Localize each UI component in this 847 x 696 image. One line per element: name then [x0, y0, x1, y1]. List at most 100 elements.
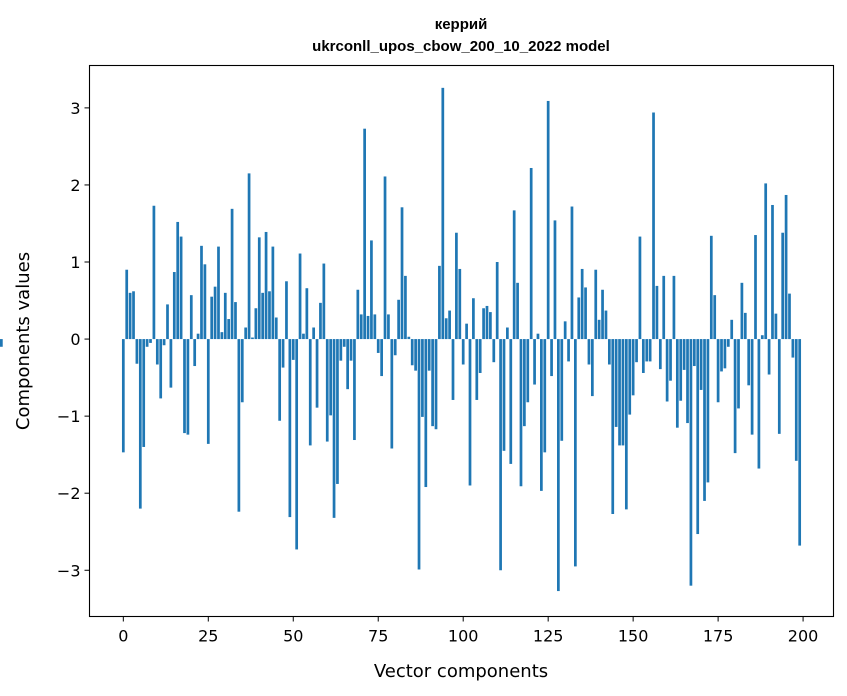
bar-56	[312, 327, 316, 340]
bar-57	[315, 339, 319, 408]
bar-34	[237, 339, 241, 512]
bar-44	[271, 246, 275, 340]
bar-54	[305, 288, 309, 340]
bar-30	[223, 292, 227, 340]
bar-28	[217, 246, 220, 340]
bar-187	[757, 339, 761, 469]
bar-66	[346, 339, 349, 390]
x-tick-label: 100	[448, 627, 479, 646]
y-tick-label: −3	[57, 561, 81, 580]
bar-120	[529, 167, 533, 340]
bar-179	[730, 319, 734, 340]
bar-131	[567, 339, 570, 362]
bar-53	[302, 333, 305, 340]
bar-105	[478, 339, 482, 373]
bar-123	[540, 339, 543, 491]
bar-93	[438, 265, 441, 340]
bar-21	[193, 339, 197, 367]
bar-46	[278, 339, 282, 421]
bar-112	[502, 339, 506, 451]
bar-193	[777, 339, 781, 434]
bar-63	[336, 339, 339, 484]
bar-185	[750, 339, 754, 435]
bar-76	[380, 339, 383, 377]
bar-113	[506, 327, 509, 340]
bar-52	[298, 253, 302, 340]
bar-59	[322, 263, 326, 340]
bar-37	[247, 173, 251, 340]
bar-165	[682, 339, 686, 370]
bar-67	[349, 339, 353, 361]
bar-117	[519, 339, 523, 487]
bar-151	[635, 339, 638, 363]
bar-69	[356, 289, 360, 340]
bar-48	[285, 281, 288, 340]
bar-98	[455, 232, 458, 340]
bar-198	[794, 339, 798, 461]
bar-134	[577, 297, 581, 340]
x-tick-label: 150	[618, 627, 649, 646]
bar-43	[268, 291, 271, 340]
bar-72	[366, 315, 370, 340]
bar-188	[760, 335, 764, 340]
bar-164	[679, 339, 683, 401]
bar-146	[618, 339, 621, 446]
bar-88	[421, 339, 424, 417]
bar-141	[601, 289, 604, 340]
bar-150	[631, 339, 635, 396]
bar-109	[492, 339, 496, 363]
bar-29	[220, 332, 224, 340]
bar-78	[387, 314, 390, 340]
bar-82	[400, 207, 404, 340]
bar-176	[720, 339, 723, 372]
bar-22	[196, 333, 200, 340]
bar-23	[200, 245, 203, 340]
bar-181	[737, 339, 740, 409]
bar-157	[655, 285, 659, 340]
chart-subtitle: ukrconll_upos_cbow_200_10_2022 model	[312, 38, 610, 55]
bar-17	[179, 236, 183, 340]
bar-60	[325, 339, 329, 442]
bar-163	[675, 339, 679, 428]
bar-38	[251, 337, 254, 340]
bar-3	[132, 291, 135, 340]
bar-0	[121, 339, 125, 453]
bar-47	[281, 339, 285, 368]
bar-175	[716, 339, 720, 403]
bar-197	[791, 339, 795, 358]
bar-180	[733, 339, 737, 454]
bar-145	[614, 339, 618, 427]
bar-50	[291, 339, 295, 360]
bar-71	[363, 128, 366, 340]
bar-85	[410, 339, 414, 366]
bar-136	[584, 287, 587, 340]
bar-158	[658, 339, 662, 370]
bar-41	[261, 292, 265, 340]
bar-159	[662, 275, 666, 340]
bar-127	[553, 220, 557, 340]
bar-13	[166, 304, 169, 340]
bar-31	[227, 319, 231, 340]
bars-group	[0, 87, 802, 592]
bar-14	[169, 339, 173, 388]
bar-139	[594, 269, 598, 340]
y-tick-label: 0	[70, 330, 80, 349]
bar-92	[434, 339, 438, 430]
bar-192	[774, 313, 778, 340]
bar-118	[523, 339, 526, 427]
bar-152	[638, 236, 642, 340]
bar-26	[210, 296, 214, 340]
x-tick-label: 50	[283, 627, 303, 646]
bar-84	[407, 336, 411, 340]
bar-199	[798, 339, 802, 546]
bar-122	[536, 333, 540, 340]
bar-86	[414, 339, 417, 371]
bar-124	[543, 339, 547, 453]
bar-166	[686, 339, 689, 424]
bar-6	[142, 339, 146, 447]
bar-121	[533, 339, 536, 385]
bar-2	[128, 292, 132, 340]
bar-90	[427, 339, 431, 371]
bar-5	[138, 339, 142, 509]
